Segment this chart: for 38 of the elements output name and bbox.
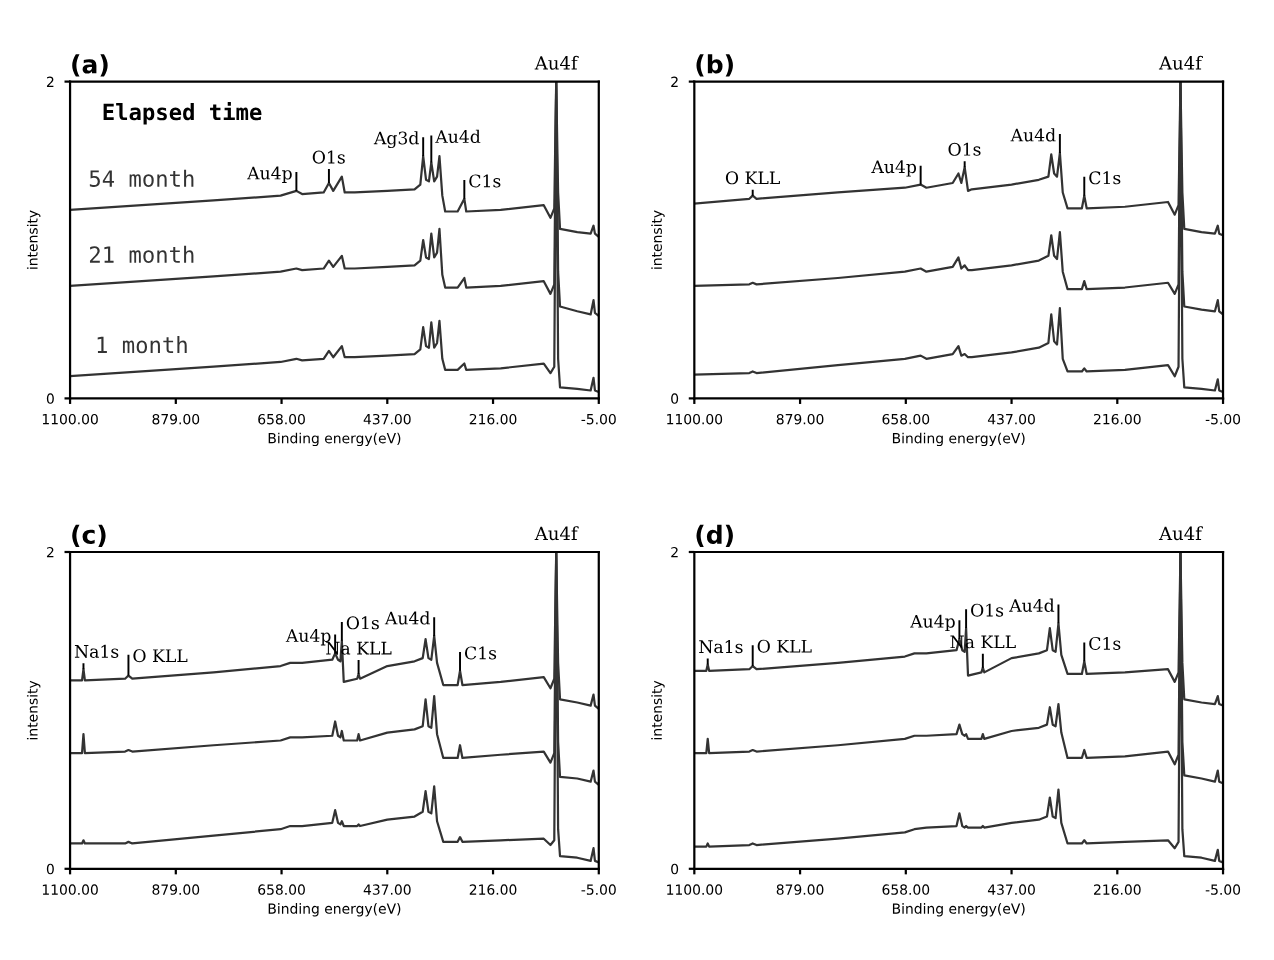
annotation: O KLL: [133, 649, 188, 663]
annotation: Na1s: [699, 640, 743, 654]
annotation: Au4p: [285, 629, 331, 646]
annotation: O1s: [971, 603, 1004, 617]
series-label: 54 month: [89, 169, 194, 187]
annotation: Ag3d: [373, 131, 419, 149]
annotation: Au4d: [1010, 128, 1056, 142]
line-series: [70, 81, 599, 394]
annotation: Au4p: [247, 166, 292, 183]
annotation: O1s: [312, 150, 345, 164]
annotation: O1s: [346, 616, 379, 630]
chart-title: (d): [696, 524, 733, 547]
annotation: Au4f: [534, 55, 579, 70]
annotation: Au4p: [910, 614, 955, 632]
annotation: Au4f: [534, 526, 579, 541]
annotation: O KLL: [757, 639, 812, 653]
chart-title: (b): [696, 54, 733, 77]
chart-title: (a): [72, 54, 108, 77]
annotation: O1s: [948, 142, 981, 156]
annotation: Au4d: [435, 129, 481, 144]
annotation: Elapsed time: [103, 101, 262, 125]
chart-title: (c): [72, 524, 106, 547]
line-series: [694, 81, 1224, 394]
annotation: Au4d: [384, 611, 430, 625]
annotation: Au4d: [1009, 598, 1055, 612]
annotation: O KLL: [725, 171, 780, 185]
annotation: C1s: [1089, 171, 1121, 185]
annotation: C1s: [469, 174, 501, 188]
annotation: Au4f: [1158, 55, 1203, 70]
annotation: C1s: [1089, 636, 1121, 650]
line-series: [70, 552, 599, 864]
series-label: 1 month: [97, 336, 187, 354]
annotation: Au4f: [1158, 526, 1203, 541]
annotation: C1s: [464, 646, 497, 660]
line-series: [694, 552, 1224, 864]
series-label: 21 month: [89, 245, 194, 263]
annotation: Na1s: [74, 644, 119, 658]
annotation: Au4p: [871, 160, 917, 177]
